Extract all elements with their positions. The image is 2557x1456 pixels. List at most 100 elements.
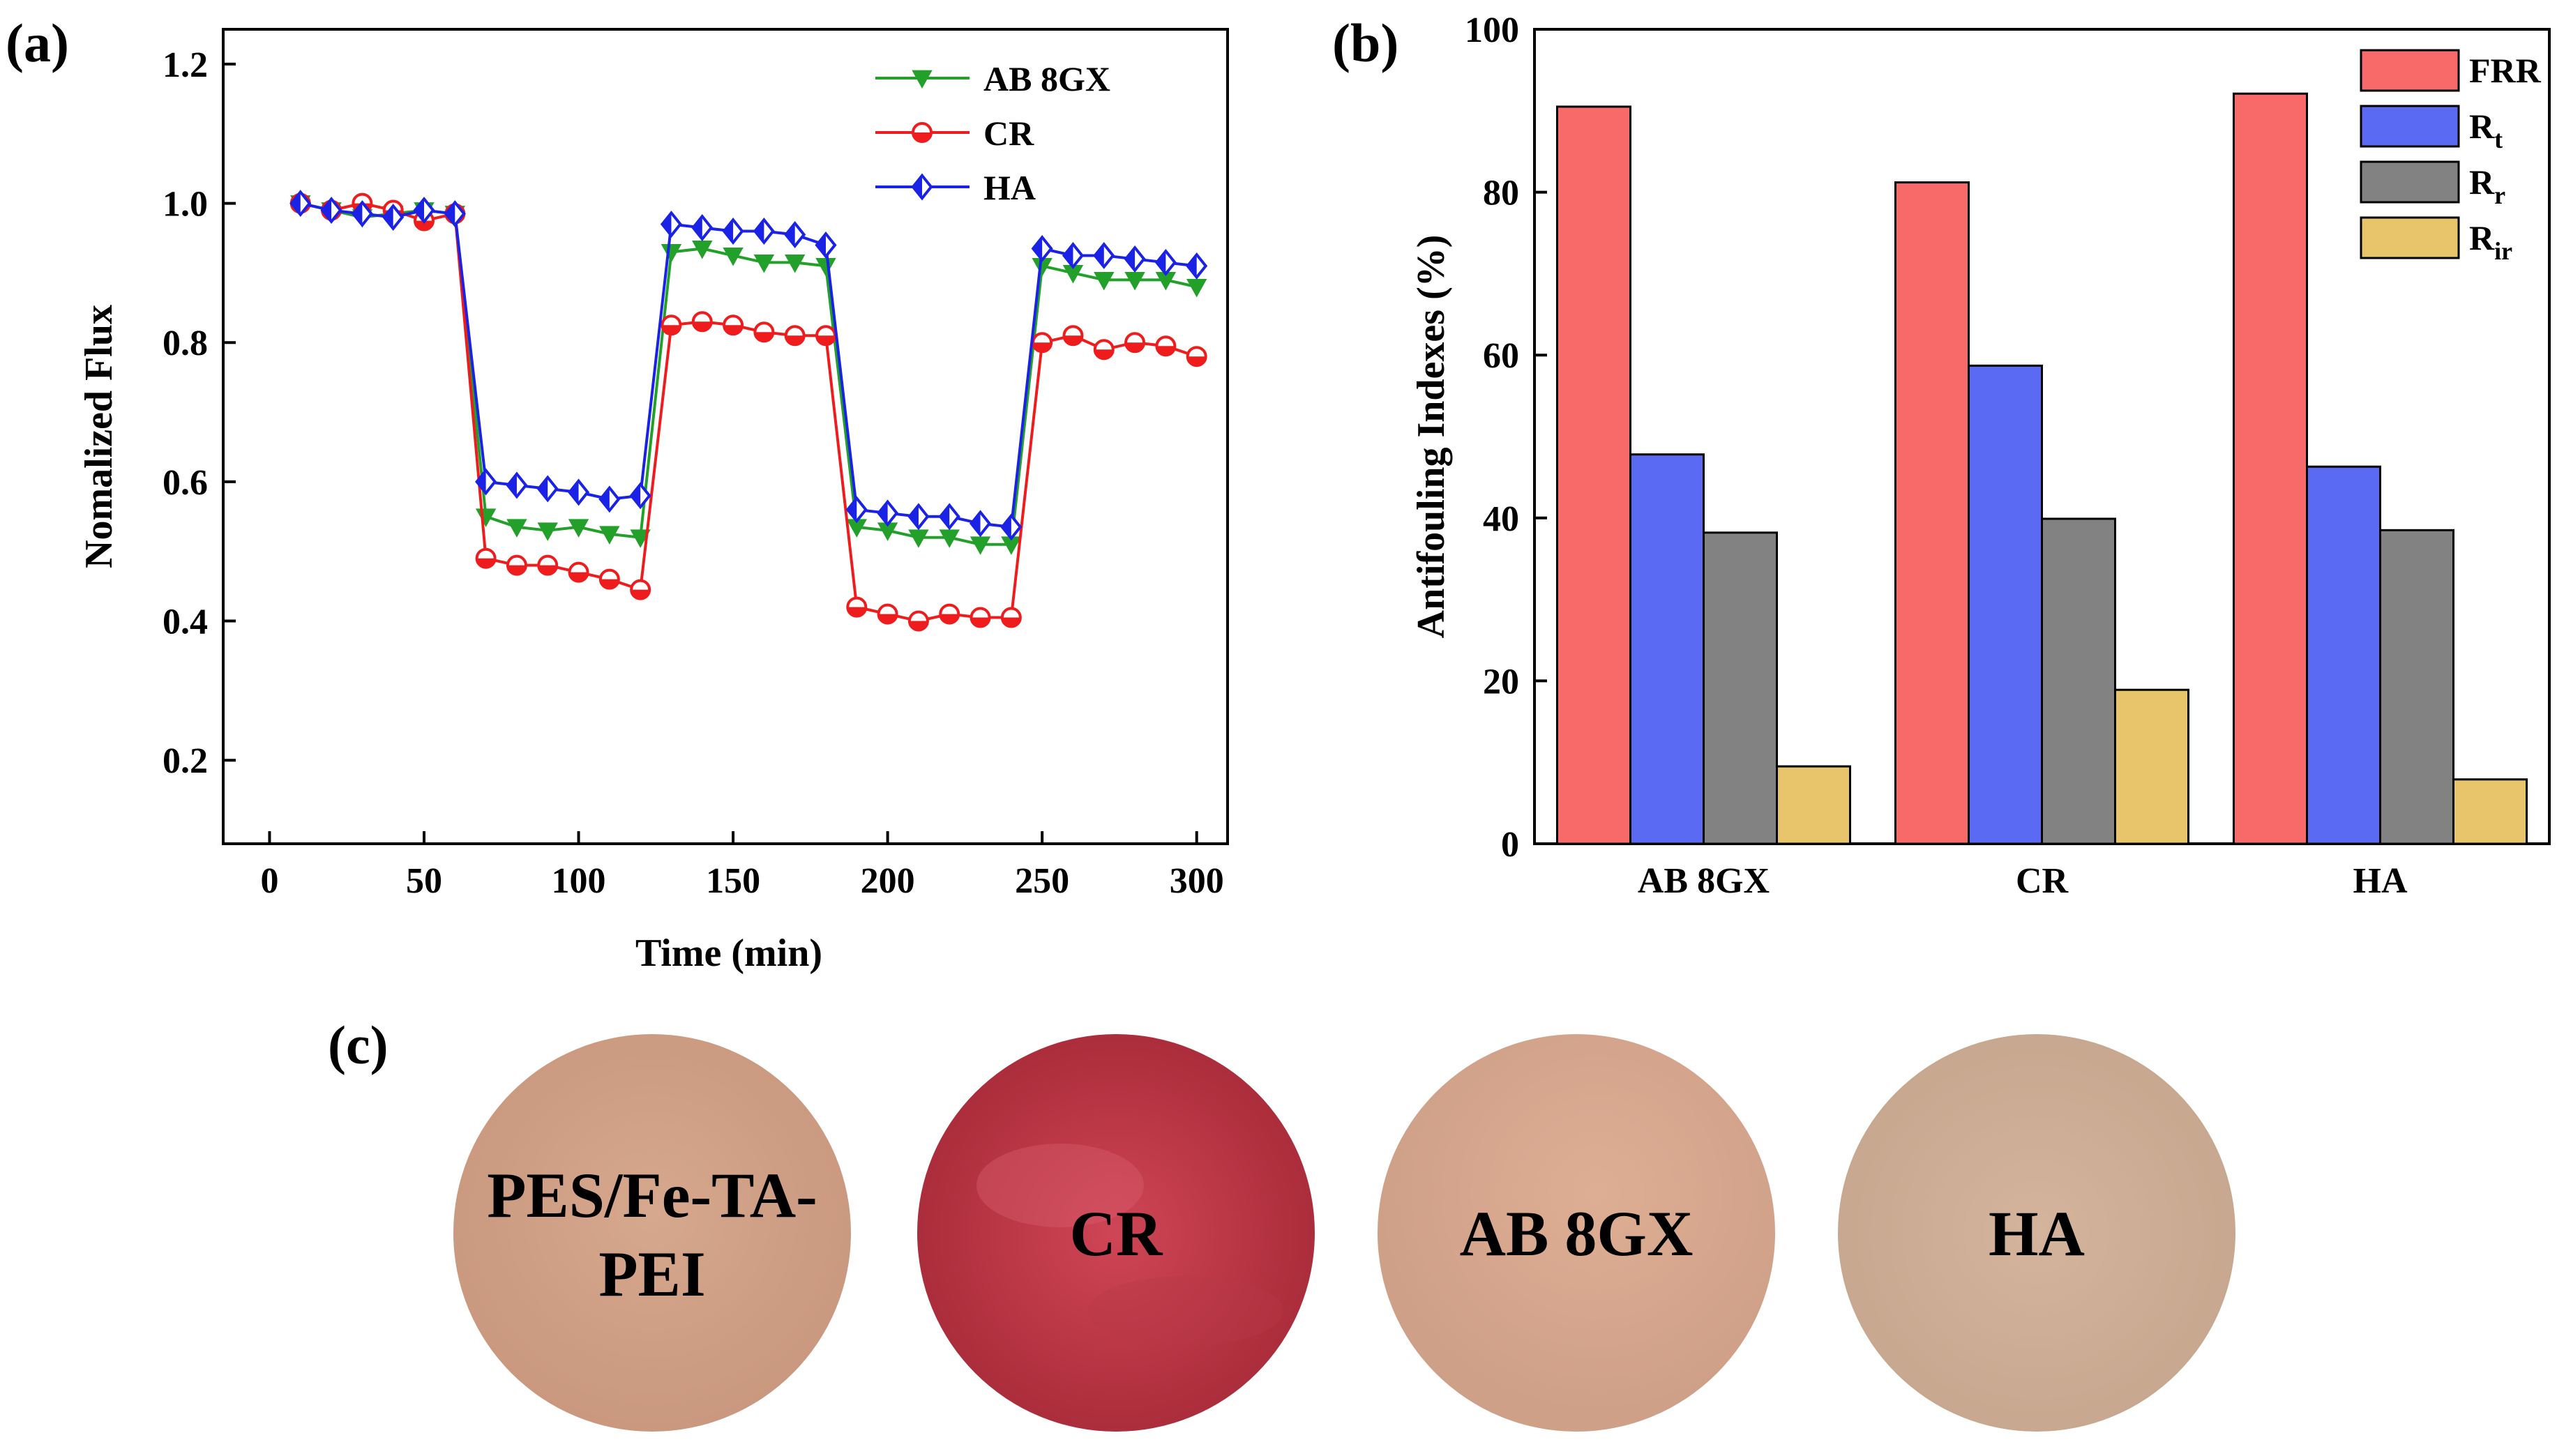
legend-ha-label: HA: [983, 168, 1036, 207]
series-cr-point: [475, 547, 497, 569]
series-cr-point-fill: [878, 614, 897, 623]
series-cr-point-fill: [909, 621, 928, 630]
series-cr-point-fill: [1033, 342, 1052, 352]
series-ha-point: [815, 232, 837, 259]
series-ha-point: [938, 503, 960, 531]
series-cr-point: [907, 610, 929, 632]
series-ha-point: [691, 214, 714, 241]
series-ha-point: [969, 510, 992, 538]
y-tick-label: 0: [1501, 825, 1519, 865]
bar-rir-cr: [2114, 688, 2189, 845]
legend-frr-swatch: [2360, 49, 2460, 92]
series-ha-point: [1093, 241, 1115, 269]
dish-0-label-line-1: PES/Fe-TA-: [487, 1160, 817, 1231]
series-ha-point: [1000, 513, 1023, 541]
series-cr-point-fill: [600, 579, 619, 589]
dish-1-stain: [1088, 1276, 1283, 1346]
series-cr-point: [1124, 332, 1146, 354]
series-cr-point: [1186, 346, 1207, 367]
series-ab-8gx-point: [1186, 278, 1207, 298]
y-tick-label: 80: [1483, 174, 1519, 213]
series-cr-point: [784, 325, 806, 347]
x-tick-label: 0: [260, 861, 278, 901]
panel-a-frame: [222, 28, 1229, 845]
series-cr-point-fill: [1156, 346, 1175, 356]
legend-cr-point-fill: [913, 132, 931, 142]
panel-a-y-axis-label: Nomalized Flux: [77, 305, 121, 568]
series-cr-point-fill: [1094, 349, 1113, 359]
legend-frr-label-main: FRR: [2469, 51, 2542, 90]
y-tick-label: 1.2: [163, 45, 208, 85]
series-ha-point: [1124, 245, 1146, 273]
bar-frr-ha: [2233, 92, 2308, 845]
series-cr-point-fill: [1002, 617, 1020, 627]
series-ab-8gx-point: [753, 255, 775, 273]
series-cr-point: [506, 554, 527, 576]
series-ha-point: [413, 197, 435, 225]
series-ha-point-fill: [1126, 248, 1136, 271]
dish-ab-8gx: AB 8GX: [1378, 1034, 1775, 1432]
series-ha-point-fill: [507, 473, 517, 497]
series-ha-point-fill: [847, 498, 857, 522]
legend-rir-label-subscript: ir: [2494, 237, 2512, 265]
series-cr-point: [661, 314, 682, 336]
dish-cr: CR: [917, 1034, 1315, 1432]
y-tick-label: 0.8: [163, 324, 208, 363]
legend-rt-label-subscript: t: [2494, 126, 2503, 153]
series-ha-point-fill: [755, 220, 764, 243]
x-tick-label: 100: [552, 861, 606, 901]
series-cr-point: [1000, 607, 1022, 628]
series-ab-8gx-point: [723, 248, 744, 266]
legend-rt-label-main: R: [2469, 107, 2495, 146]
series-ab-8gx-point: [908, 529, 929, 548]
series-ab-8gx-point: [692, 241, 713, 259]
series-ha-point: [722, 218, 744, 245]
legend-rir-label: Rir: [2469, 218, 2512, 265]
series-ha-line: [300, 202, 1197, 529]
x-tick-label: 250: [1015, 861, 1069, 901]
series-ha-point-fill: [1002, 515, 1011, 539]
series-ha-point: [1062, 241, 1085, 269]
series-ha-point-fill: [384, 206, 393, 229]
series-ha-point-fill: [693, 216, 702, 239]
dish-1-label: CR: [1070, 1198, 1163, 1269]
series-cr-point-fill: [476, 558, 495, 568]
y-tick-label: 1.0: [163, 185, 208, 225]
series-ha-point: [506, 471, 528, 499]
dish-2-photo: [1378, 1034, 1775, 1432]
series-ha-point-fill: [662, 213, 672, 236]
bar-rr-cr: [2041, 517, 2116, 845]
dish-3-label: HA: [1989, 1198, 2085, 1269]
series-ha-point-fill: [476, 470, 486, 494]
series-cr-point-fill: [662, 325, 681, 335]
series-cr-point: [1155, 335, 1177, 357]
legend-rr-swatch: [2360, 160, 2460, 204]
series-ab-8gx-point: [599, 526, 620, 545]
series-ha-point-fill: [322, 199, 332, 222]
x-tick-label: 200: [861, 861, 915, 901]
x-tick-label: 300: [1170, 861, 1224, 901]
series-ab-8gx-point: [1094, 271, 1115, 291]
legend-rir-label-main: R: [2469, 218, 2495, 257]
series-ha-point: [289, 190, 312, 218]
series-ha-point: [1031, 235, 1053, 262]
series-ha-point-fill: [415, 199, 424, 222]
legend-rr-label: Rr: [2469, 162, 2505, 209]
series-cr-point: [568, 561, 589, 583]
legend-rir-swatch: [2360, 216, 2460, 259]
series-ha-point: [660, 211, 683, 238]
bar-frr-cr: [1894, 181, 1970, 845]
series-ha-point-fill: [600, 487, 610, 511]
series-cr-point: [939, 603, 960, 625]
series-cr-point-fill: [1064, 335, 1083, 345]
series-ab-8gx-point: [661, 244, 682, 263]
panel-b-y-axis-label: Antifouling Indexes (%): [1410, 235, 1453, 639]
panel-a-axes: 0 50 100 150 200 250 300 0.2 0.4 0.6 0.8 1.0 1.2: [163, 28, 1229, 901]
series-cr-point: [630, 579, 651, 600]
panel-a-line-chart: (a) 0 50 100 150 200 250 300 0.2 0.4 0.6 0.8 1.0 1.2…: [6, 13, 1229, 975]
series-ha-point: [444, 200, 466, 227]
series-ha-point-fill: [909, 505, 919, 529]
series-ha-point: [753, 218, 775, 245]
series-cr-point: [815, 325, 836, 347]
